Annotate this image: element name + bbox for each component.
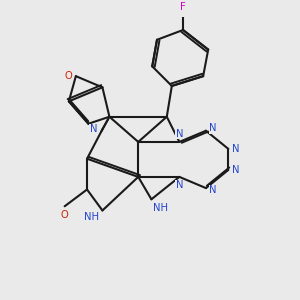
- Text: N: N: [90, 124, 98, 134]
- Text: N: N: [232, 165, 240, 175]
- Text: N: N: [176, 180, 183, 190]
- Text: F: F: [180, 2, 186, 12]
- Text: N: N: [209, 124, 217, 134]
- Text: N: N: [209, 185, 217, 195]
- Text: O: O: [65, 71, 73, 81]
- Text: NH: NH: [153, 202, 168, 213]
- Text: N: N: [176, 129, 183, 139]
- Text: O: O: [61, 210, 68, 220]
- Text: NH: NH: [84, 212, 99, 222]
- Text: N: N: [232, 144, 240, 154]
